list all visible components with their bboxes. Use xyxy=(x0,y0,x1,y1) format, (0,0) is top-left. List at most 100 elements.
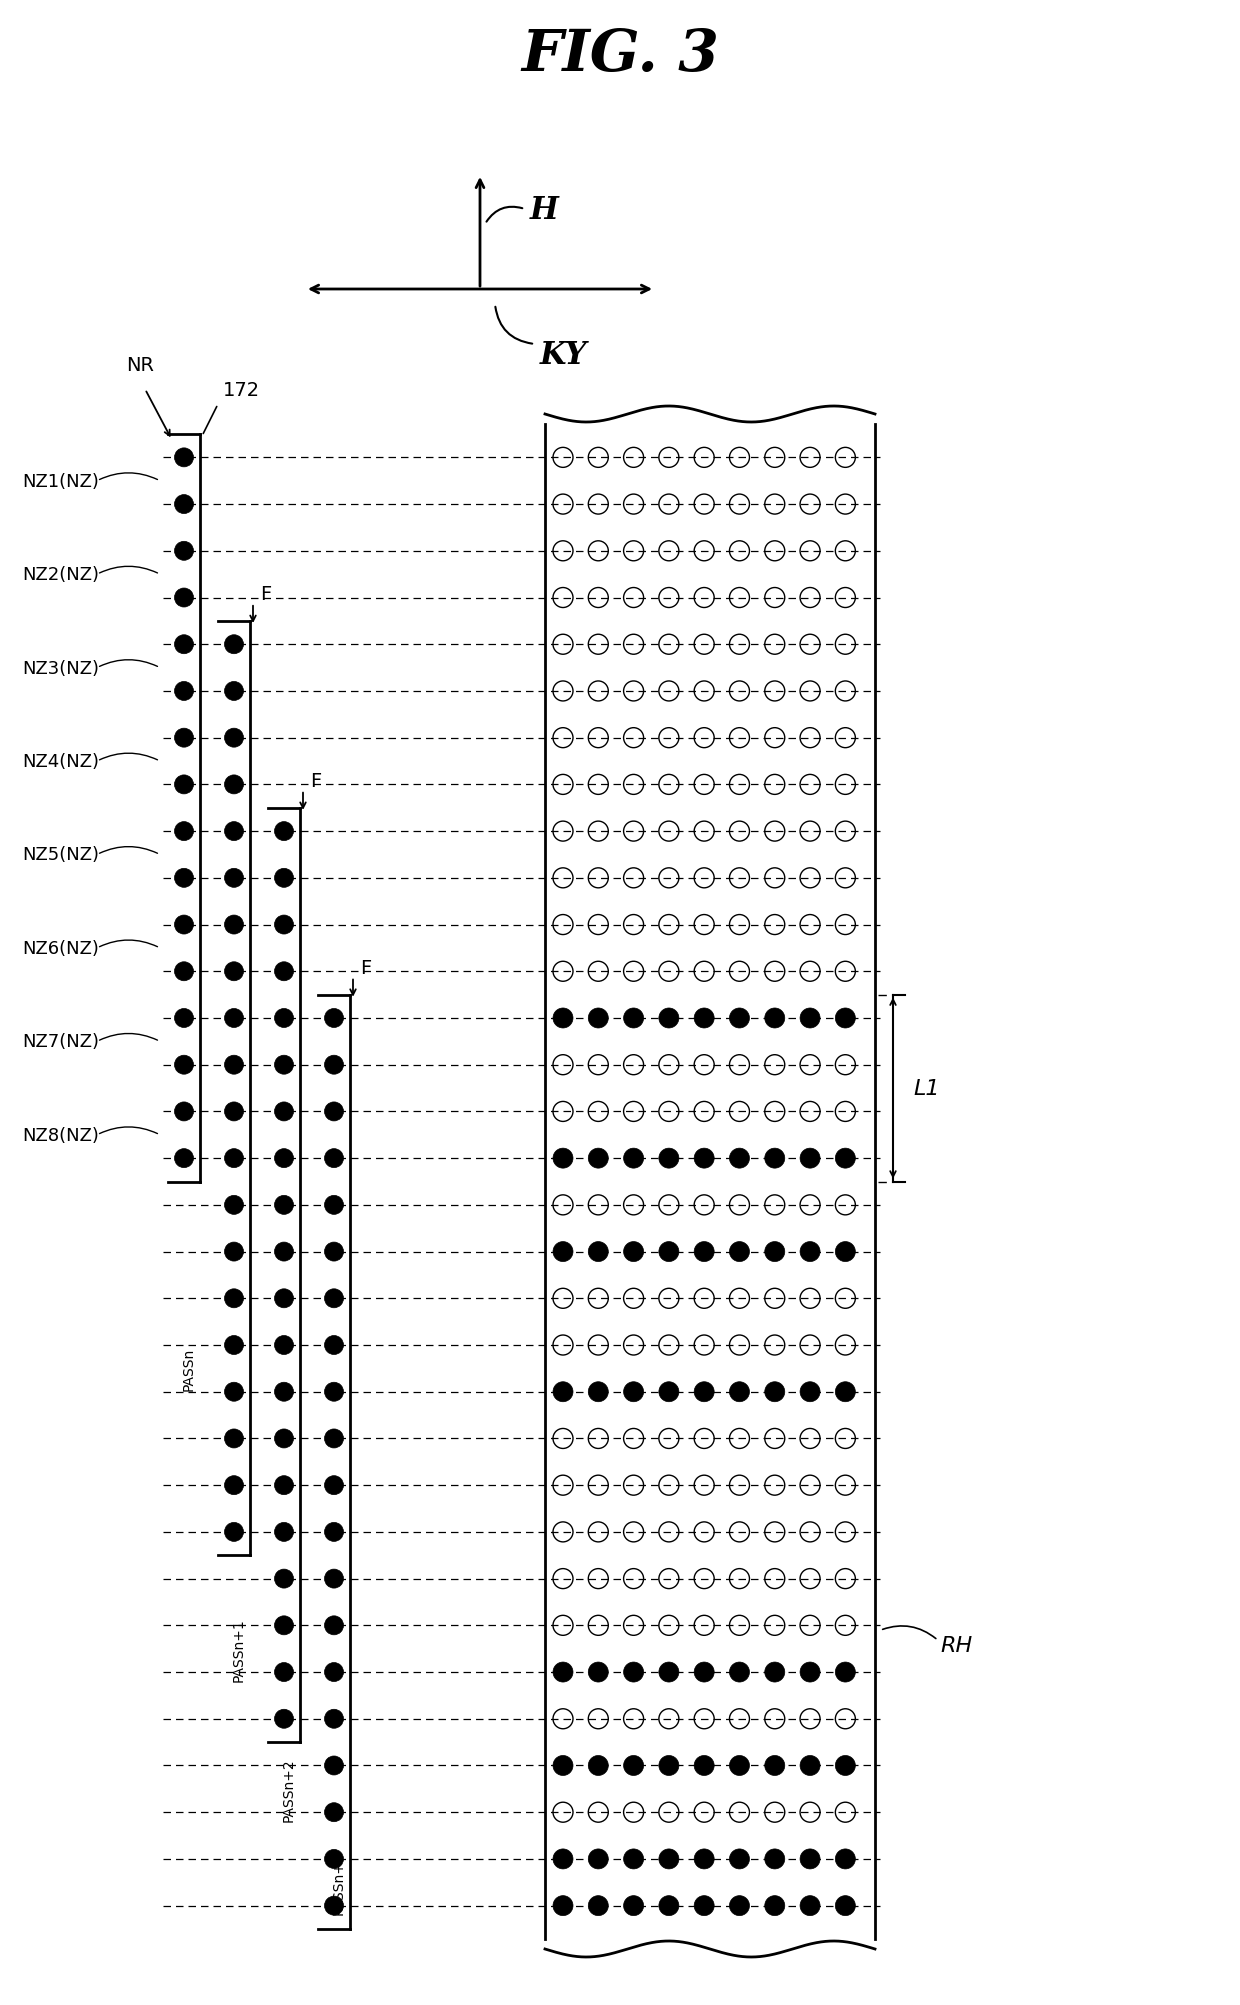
Circle shape xyxy=(658,776,678,796)
Circle shape xyxy=(588,1849,609,1869)
Circle shape xyxy=(658,587,678,608)
Circle shape xyxy=(765,587,785,608)
Circle shape xyxy=(836,868,856,888)
Circle shape xyxy=(624,1335,644,1355)
Circle shape xyxy=(553,868,573,888)
Circle shape xyxy=(624,541,644,561)
Circle shape xyxy=(765,1241,785,1261)
Circle shape xyxy=(694,728,714,748)
Circle shape xyxy=(224,1149,243,1169)
Text: PASSn: PASSn xyxy=(182,1347,196,1389)
Circle shape xyxy=(553,1289,573,1309)
Circle shape xyxy=(729,449,749,467)
Circle shape xyxy=(800,1662,820,1682)
Circle shape xyxy=(800,1568,820,1588)
Circle shape xyxy=(694,1381,714,1401)
Circle shape xyxy=(694,1009,714,1029)
Circle shape xyxy=(694,1802,714,1823)
Circle shape xyxy=(765,914,785,934)
Circle shape xyxy=(325,1009,343,1029)
Circle shape xyxy=(658,822,678,842)
Circle shape xyxy=(658,1055,678,1075)
Circle shape xyxy=(175,682,193,702)
Circle shape xyxy=(325,1570,343,1588)
Circle shape xyxy=(836,636,856,656)
Circle shape xyxy=(800,728,820,748)
Circle shape xyxy=(765,962,785,982)
Circle shape xyxy=(658,1476,678,1496)
Circle shape xyxy=(274,1057,294,1075)
Circle shape xyxy=(694,1476,714,1496)
Circle shape xyxy=(800,1195,820,1215)
Circle shape xyxy=(694,1195,714,1215)
Circle shape xyxy=(836,1381,856,1401)
Circle shape xyxy=(175,589,193,608)
Circle shape xyxy=(588,1522,609,1542)
Circle shape xyxy=(588,914,609,934)
Circle shape xyxy=(694,1568,714,1588)
Circle shape xyxy=(274,822,294,842)
Circle shape xyxy=(729,1849,749,1869)
Circle shape xyxy=(765,822,785,842)
Circle shape xyxy=(224,1335,243,1355)
Circle shape xyxy=(729,1241,749,1261)
Circle shape xyxy=(658,1430,678,1450)
Circle shape xyxy=(729,1476,749,1496)
Circle shape xyxy=(175,1057,193,1075)
Circle shape xyxy=(836,1103,856,1123)
Circle shape xyxy=(553,1241,573,1261)
Circle shape xyxy=(729,1522,749,1542)
Text: NZ5(NZ): NZ5(NZ) xyxy=(22,846,99,864)
Circle shape xyxy=(175,776,193,794)
Circle shape xyxy=(729,1055,749,1075)
Circle shape xyxy=(836,587,856,608)
Circle shape xyxy=(836,682,856,702)
Text: FIG. 3: FIG. 3 xyxy=(521,26,719,84)
Circle shape xyxy=(588,1476,609,1496)
Circle shape xyxy=(553,541,573,561)
Circle shape xyxy=(765,1802,785,1823)
Circle shape xyxy=(274,1616,294,1634)
Circle shape xyxy=(175,636,193,654)
Circle shape xyxy=(729,636,749,656)
Circle shape xyxy=(325,1849,343,1869)
Circle shape xyxy=(553,1055,573,1075)
Circle shape xyxy=(553,1708,573,1728)
Circle shape xyxy=(588,587,609,608)
Circle shape xyxy=(325,1383,343,1401)
Circle shape xyxy=(624,1381,644,1401)
Circle shape xyxy=(624,1195,644,1215)
Circle shape xyxy=(836,1568,856,1588)
Text: PASSn+2: PASSn+2 xyxy=(281,1756,296,1821)
Circle shape xyxy=(588,495,609,515)
Circle shape xyxy=(765,1708,785,1728)
Circle shape xyxy=(729,1381,749,1401)
Circle shape xyxy=(800,449,820,467)
Circle shape xyxy=(588,1708,609,1728)
Circle shape xyxy=(224,1057,243,1075)
Circle shape xyxy=(836,1289,856,1309)
Circle shape xyxy=(175,495,193,515)
Circle shape xyxy=(694,1708,714,1728)
Circle shape xyxy=(836,1522,856,1542)
Circle shape xyxy=(836,1616,856,1636)
Circle shape xyxy=(553,914,573,934)
Circle shape xyxy=(658,449,678,467)
Circle shape xyxy=(836,541,856,561)
Circle shape xyxy=(836,1849,856,1869)
Text: NZ8(NZ): NZ8(NZ) xyxy=(22,1127,99,1145)
Circle shape xyxy=(694,541,714,561)
Circle shape xyxy=(800,1430,820,1450)
Circle shape xyxy=(800,587,820,608)
Circle shape xyxy=(553,1522,573,1542)
Circle shape xyxy=(765,1756,785,1776)
Circle shape xyxy=(553,1568,573,1588)
Circle shape xyxy=(274,1335,294,1355)
Circle shape xyxy=(553,1195,573,1215)
Circle shape xyxy=(765,1103,785,1123)
Circle shape xyxy=(658,1289,678,1309)
Circle shape xyxy=(729,1335,749,1355)
Circle shape xyxy=(694,1522,714,1542)
Circle shape xyxy=(624,1708,644,1728)
Circle shape xyxy=(694,1335,714,1355)
